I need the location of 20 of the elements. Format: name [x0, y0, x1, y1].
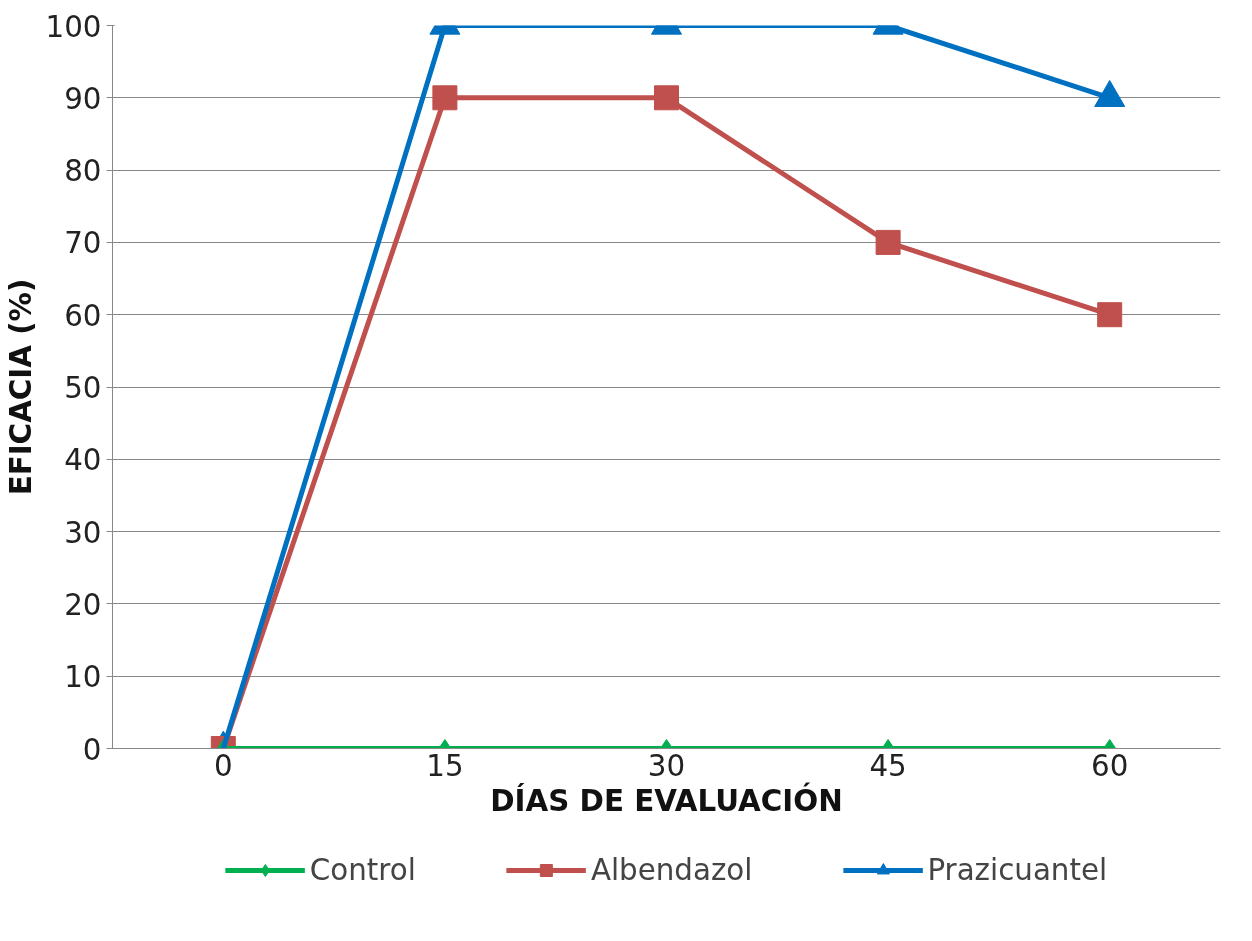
- legend-label: Albendazol: [590, 853, 753, 887]
- x-tick-label: 30: [647, 748, 686, 783]
- y-tick-label: 60: [64, 298, 102, 333]
- y-axis-title: EFICACIA (%): [3, 278, 38, 496]
- y-tick-label: 10: [64, 660, 102, 695]
- x-tick-label: 15: [426, 748, 464, 783]
- legend-label: Prazicuantel: [927, 853, 1108, 887]
- y-tick-label: 40: [64, 443, 102, 478]
- y-tick-label: 90: [64, 81, 102, 116]
- y-tick-label: 80: [64, 154, 102, 189]
- y-tick-label: 20: [64, 587, 102, 622]
- x-axis-title: DÍAS DE EVALUACIÓN: [490, 781, 843, 818]
- y-tick-label: 50: [64, 371, 102, 405]
- y-tick-label: 70: [64, 226, 102, 261]
- y-tick-label: 30: [64, 515, 102, 550]
- y-tick-label: 100: [45, 9, 102, 44]
- x-tick-label: 60: [1091, 748, 1129, 783]
- x-tick-label: 45: [869, 748, 907, 783]
- legend-label: Control: [309, 853, 416, 887]
- x-tick-label: 0: [213, 748, 233, 783]
